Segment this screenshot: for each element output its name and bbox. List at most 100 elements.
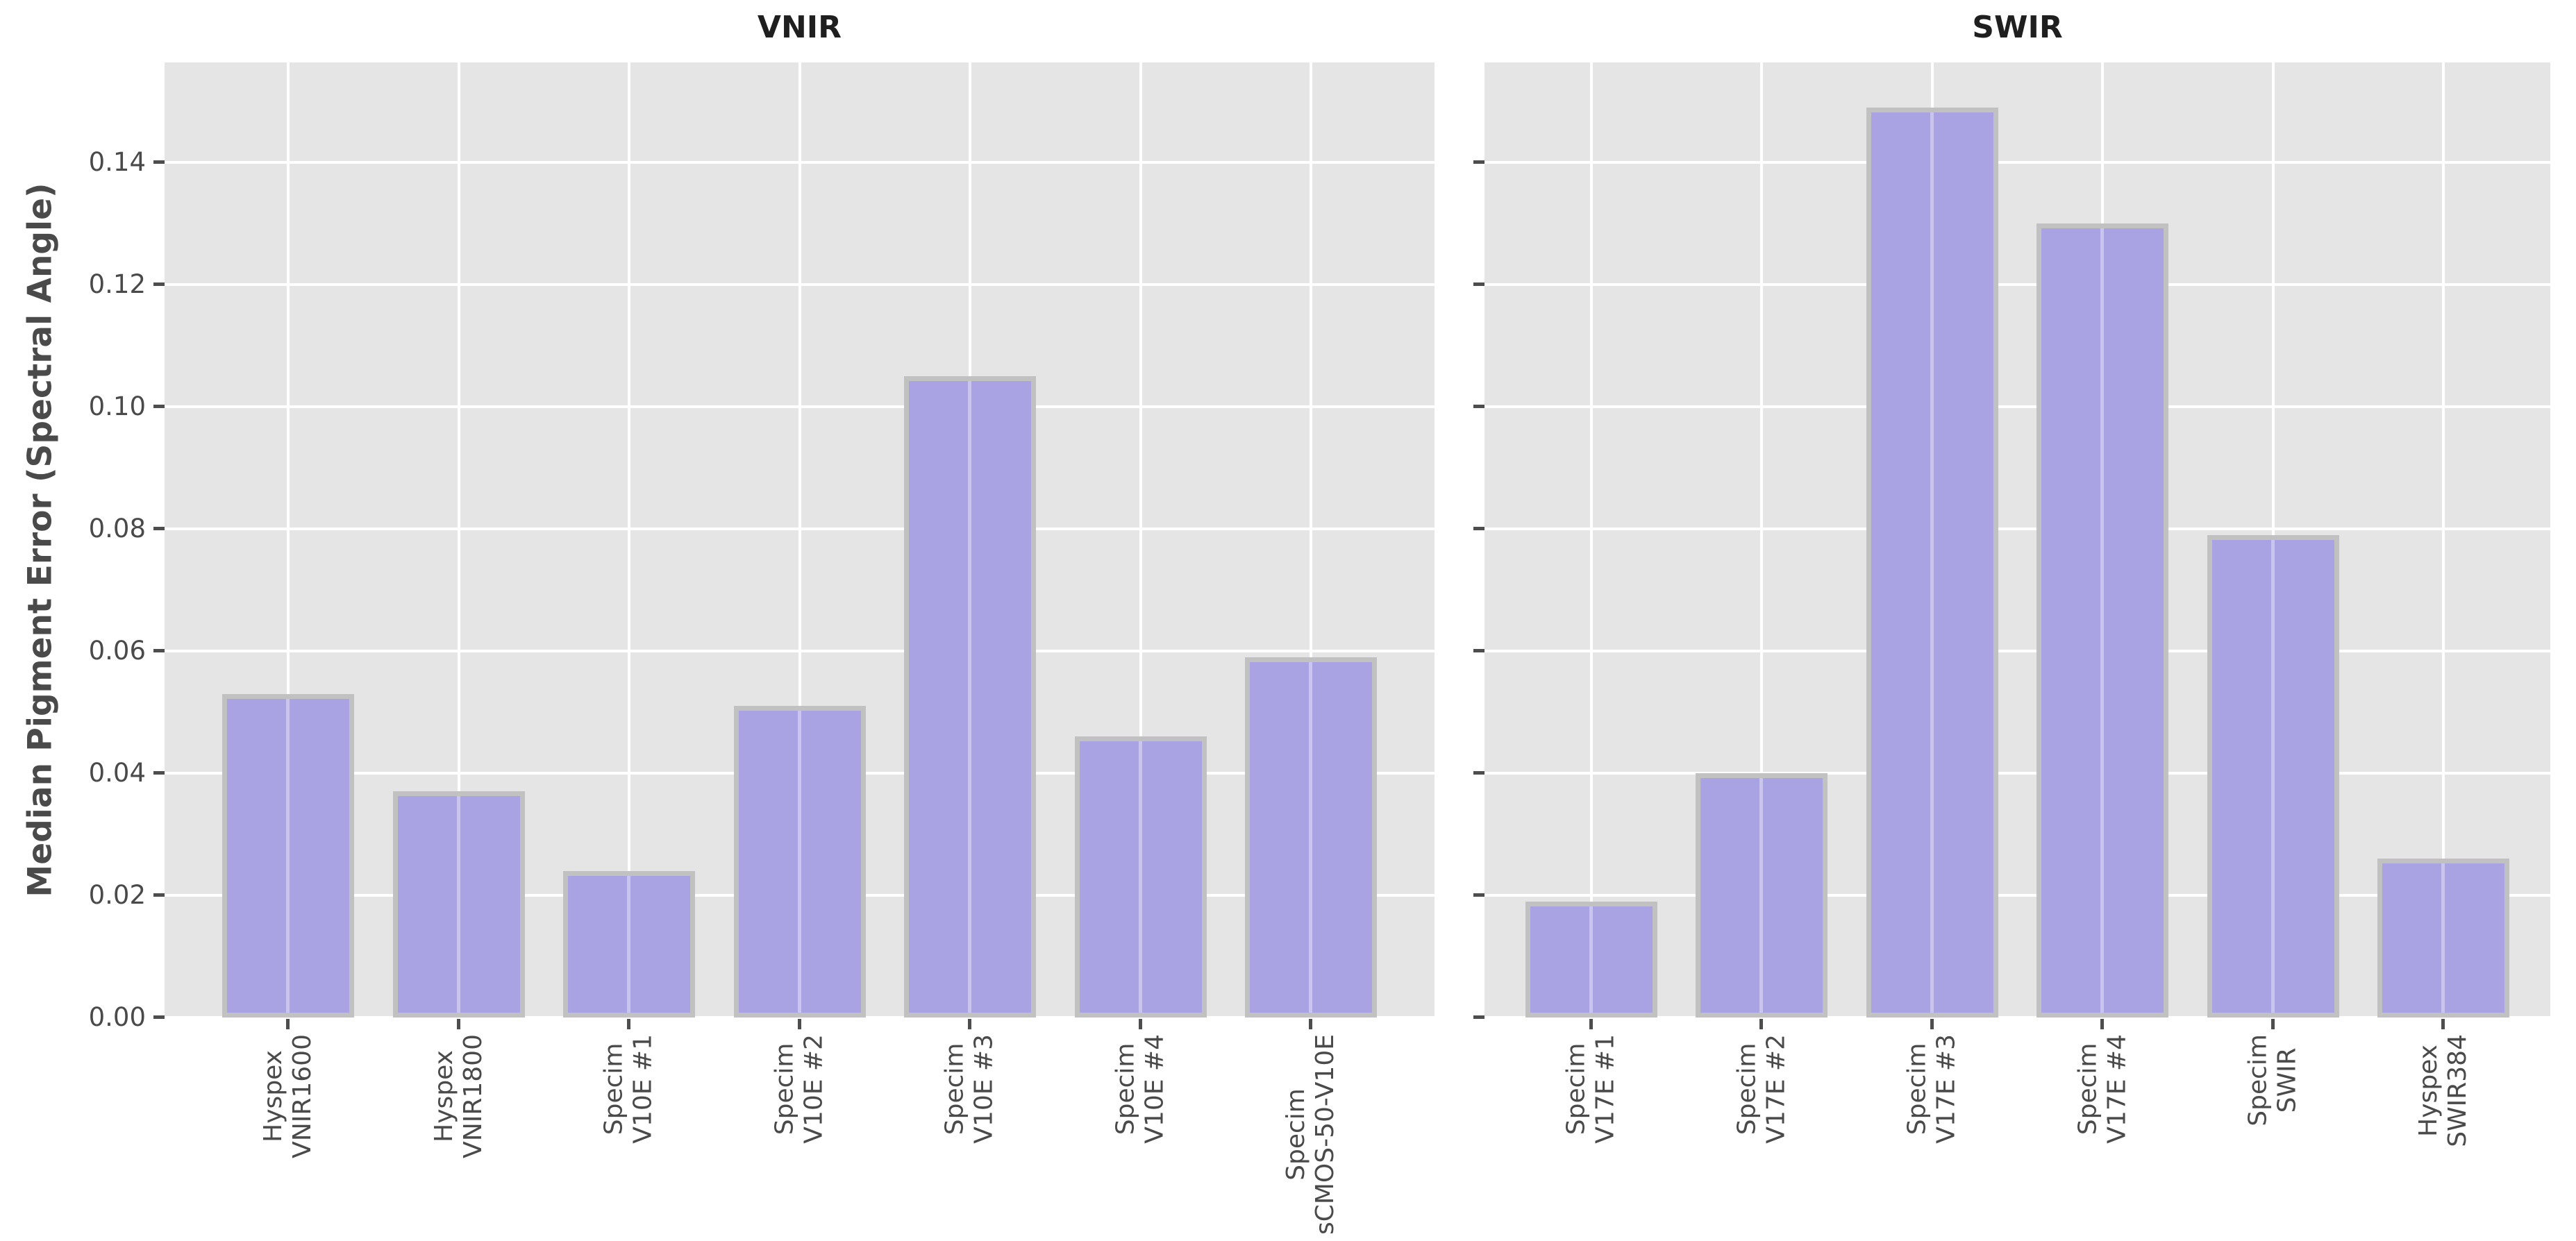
- x-tick-label: Specim SWIR: [2243, 1034, 2302, 1126]
- bar-gridline-stripe: [1309, 662, 1312, 1013]
- y-tick-label: 0.02: [88, 880, 146, 910]
- y-tick-label: 0.04: [88, 758, 146, 788]
- bar-specim-scmos-50-v10e: [1245, 657, 1377, 1018]
- x-tick-label: Hyspex VNIR1600: [259, 1034, 317, 1158]
- gridline-h: [1484, 405, 2550, 408]
- y-tick-label: 0.08: [88, 514, 146, 543]
- gridline-v: [1589, 62, 1593, 1018]
- y-tick-label: 0.00: [88, 1002, 146, 1032]
- x-tick: [797, 1019, 801, 1029]
- bar-gridline-stripe: [1138, 741, 1142, 1013]
- y-tick: [153, 771, 165, 775]
- gridline-v: [628, 62, 630, 1018]
- x-tick-label: Specim V10E #4: [1111, 1034, 1169, 1144]
- x-tick: [456, 1019, 460, 1029]
- gridline-h: [1484, 650, 2550, 652]
- bar-specim-swir: [2207, 535, 2339, 1018]
- gridline-v: [2442, 62, 2445, 1018]
- bar-specim-v17e-1: [1525, 902, 1657, 1018]
- bar-gridline-stripe: [1930, 112, 1934, 1013]
- x-tick-label: Hyspex SWIR384: [2414, 1034, 2473, 1147]
- gridline-h: [165, 161, 1435, 164]
- gridline-h: [165, 283, 1435, 286]
- y-tick: [1473, 282, 1484, 286]
- y-tick: [1473, 160, 1484, 164]
- gridline-v: [287, 62, 290, 1018]
- x-tick-label: Specim V10E #2: [770, 1034, 828, 1144]
- x-tick: [2441, 1019, 2445, 1029]
- y-tick: [1473, 893, 1484, 897]
- x-tick: [2100, 1019, 2105, 1029]
- bar-hyspex-swir384: [2377, 859, 2510, 1018]
- gridline-h: [165, 650, 1435, 652]
- plot-area-swir: [1484, 62, 2550, 1018]
- bar-gridline-stripe: [968, 381, 971, 1013]
- gridline-v: [1760, 62, 1764, 1018]
- bar-gridline-stripe: [456, 796, 460, 1013]
- bar-gridline-stripe: [797, 711, 801, 1013]
- plot-area-vnir: [165, 62, 1435, 1018]
- gridline-h: [1484, 283, 2550, 286]
- gridline-v: [798, 62, 801, 1018]
- y-tick: [1473, 771, 1484, 775]
- subplot-title-vnir: VNIR: [757, 10, 842, 45]
- x-tick-label: Specim V17E #3: [1902, 1034, 1961, 1144]
- x-tick: [1589, 1019, 1593, 1029]
- y-tick: [1473, 405, 1484, 408]
- x-tick: [1138, 1019, 1142, 1029]
- gridline-h: [1484, 161, 2550, 164]
- y-tick: [1473, 649, 1484, 652]
- y-tick: [153, 1015, 165, 1019]
- gridline-h: [1484, 894, 2550, 897]
- gridline-v: [457, 62, 460, 1018]
- x-tick: [2270, 1019, 2275, 1029]
- x-tick-label: Specim V17E #2: [1732, 1034, 1791, 1144]
- x-tick-label: Specim V10E #1: [600, 1034, 658, 1144]
- gridline-h: [165, 527, 1435, 530]
- bar-gridline-stripe: [1759, 778, 1764, 1013]
- y-tick: [153, 649, 165, 652]
- y-tick: [1473, 527, 1484, 530]
- bar-gridline-stripe: [627, 876, 630, 1013]
- y-tick: [153, 160, 165, 164]
- bar-specim-v17e-4: [2036, 223, 2169, 1018]
- x-tick-label: Specim V10E #3: [941, 1034, 998, 1144]
- gridline-v: [1310, 62, 1312, 1018]
- bar-specim-v10e-4: [1074, 736, 1207, 1018]
- x-tick: [968, 1019, 971, 1029]
- x-tick: [627, 1019, 630, 1029]
- gridline-h: [165, 405, 1435, 408]
- bar-hyspex-vnir1600: [222, 694, 354, 1018]
- bar-specim-v10e-2: [733, 706, 866, 1018]
- bar-specim-v10e-1: [563, 871, 695, 1018]
- gridline-h: [1484, 772, 2550, 775]
- bar-gridline-stripe: [1589, 906, 1593, 1013]
- x-tick-label: Specim V17E #1: [1562, 1034, 1620, 1144]
- y-tick: [1473, 1015, 1484, 1019]
- x-tick: [1309, 1019, 1312, 1029]
- y-tick: [153, 893, 165, 897]
- x-tick-label: Hyspex VNIR1800: [429, 1034, 487, 1158]
- gridline-h: [1484, 527, 2550, 530]
- bar-hyspex-vnir1800: [392, 791, 525, 1018]
- gridline-v: [1139, 62, 1142, 1018]
- y-tick-label: 0.06: [88, 636, 146, 666]
- x-tick: [1759, 1019, 1764, 1029]
- subplot-title-swir: SWIR: [1972, 10, 2063, 45]
- y-tick-label: 0.10: [88, 391, 146, 421]
- y-tick-label: 0.12: [88, 269, 146, 299]
- x-tick-label: Specim sCMOS-50-V10E: [1282, 1034, 1339, 1235]
- x-tick: [286, 1019, 290, 1029]
- x-tick: [1930, 1019, 1934, 1029]
- bar-gridline-stripe: [2441, 863, 2445, 1013]
- x-tick-label: Specim V17E #4: [2073, 1034, 2132, 1144]
- bar-specim-v10e-3: [904, 376, 1036, 1018]
- gridline-h: [1484, 1016, 2550, 1018]
- bar-gridline-stripe: [2100, 228, 2105, 1013]
- bar-specim-v17e-2: [1696, 773, 1828, 1018]
- y-tick: [153, 405, 165, 408]
- y-tick-label: 0.14: [88, 147, 146, 177]
- bar-gridline-stripe: [286, 699, 290, 1013]
- bar-gridline-stripe: [2270, 540, 2275, 1013]
